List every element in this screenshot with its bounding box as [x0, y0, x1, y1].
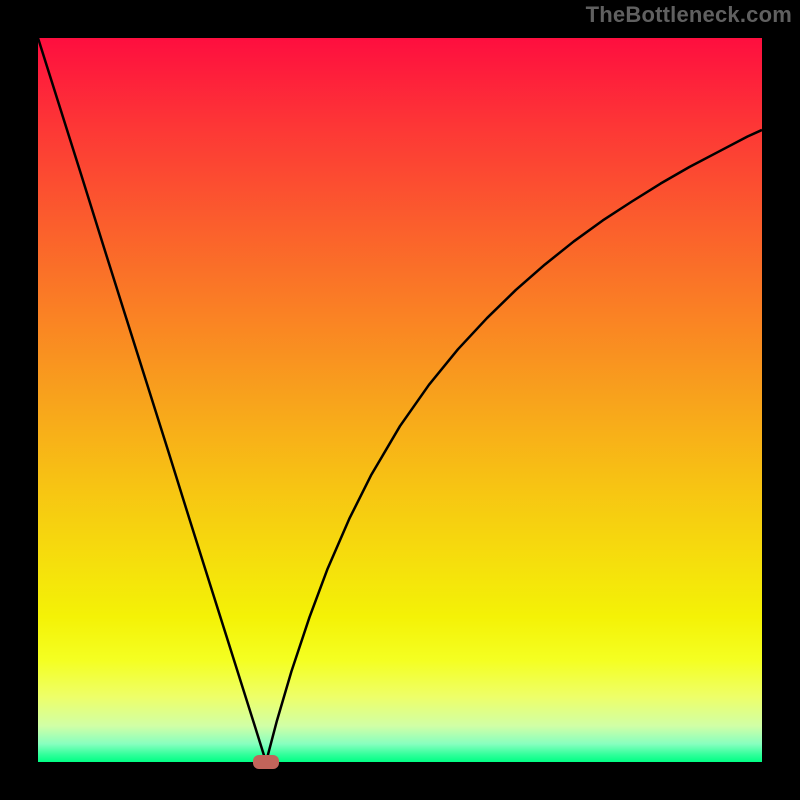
plot-area [38, 38, 762, 762]
chart-container: TheBottleneck.com [0, 0, 800, 800]
chart-svg [38, 38, 762, 762]
optimal-marker [253, 755, 279, 768]
chart-background [38, 38, 762, 762]
watermark-text: TheBottleneck.com [586, 2, 792, 28]
